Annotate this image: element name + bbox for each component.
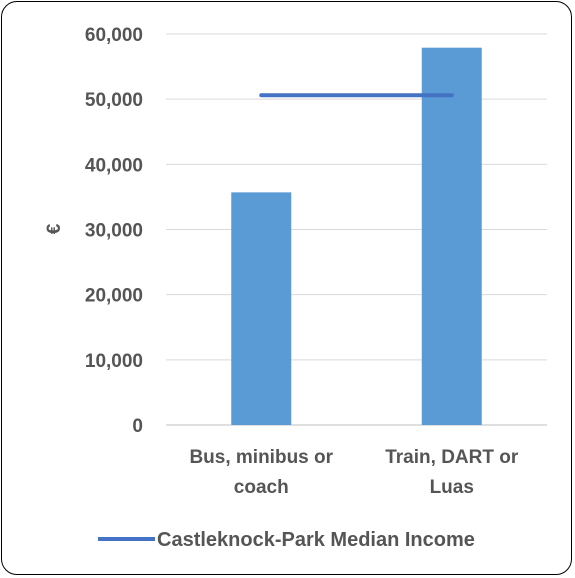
bars bbox=[231, 47, 482, 426]
y-tick-label: 0 bbox=[132, 416, 143, 437]
legend-label: Castleknock-Park Median Income bbox=[157, 529, 475, 551]
x-category-label: Train, DART or bbox=[385, 447, 519, 468]
bar bbox=[421, 47, 482, 426]
y-tick-label: 40,000 bbox=[85, 155, 143, 176]
y-tick-label: 30,000 bbox=[85, 221, 143, 242]
gridlines bbox=[166, 33, 547, 426]
x-category-label: coach bbox=[234, 477, 289, 498]
y-tick-label: 20,000 bbox=[85, 286, 143, 307]
x-category-label: Bus, minibus or bbox=[189, 447, 333, 468]
x-category-labels: Bus, minibus or coach Train, DART or Luas bbox=[189, 447, 518, 498]
y-tick-label: 60,000 bbox=[85, 25, 143, 46]
x-category-label: Luas bbox=[430, 477, 474, 498]
bar bbox=[231, 192, 292, 425]
y-axis-label: € bbox=[44, 223, 65, 234]
y-tick-label: 10,000 bbox=[85, 351, 143, 372]
legend: Castleknock-Park Median Income bbox=[98, 529, 475, 551]
y-tick-label: 50,000 bbox=[85, 90, 143, 111]
y-tick-labels: 0 10,000 20,000 30,000 40,000 50,000 60,000 bbox=[85, 25, 143, 437]
